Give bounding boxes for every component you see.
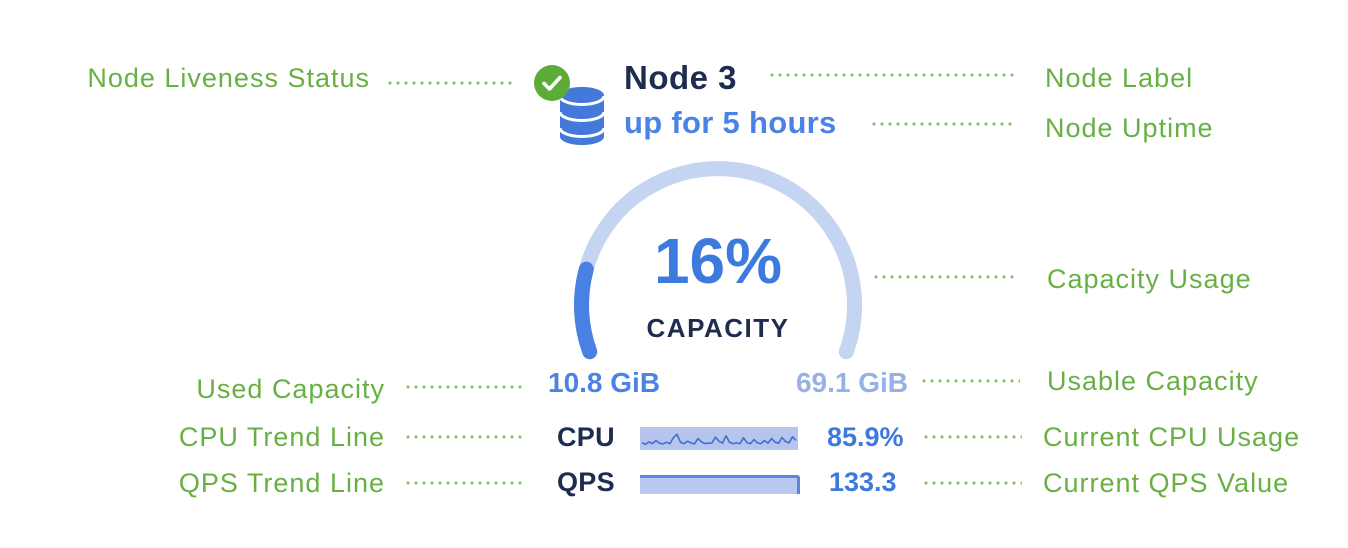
annotation-used-capacity: Used Capacity bbox=[196, 374, 385, 404]
capacity-gauge bbox=[574, 161, 862, 360]
annotation-cpu-trend-line: CPU Trend Line bbox=[178, 422, 385, 452]
capacity-usage-percent: 16% bbox=[653, 225, 783, 297]
leader-cpu-trend-line bbox=[404, 435, 522, 439]
annotation-current-cpu-usage: Current CPU Usage bbox=[1043, 422, 1301, 452]
annotation-node-liveness-status: Node Liveness Status bbox=[87, 63, 370, 93]
current-cpu-usage-value: 85.9% bbox=[827, 422, 904, 452]
leader-usable-capacity bbox=[920, 379, 1020, 383]
current-qps-value: 133.3 bbox=[829, 467, 897, 497]
leader-node-liveness-status bbox=[386, 81, 514, 85]
annotation-node-uptime: Node Uptime bbox=[1045, 113, 1214, 143]
leader-used-capacity bbox=[404, 385, 522, 389]
check-circle-icon bbox=[534, 65, 570, 101]
leader-capacity-usage bbox=[872, 275, 1018, 279]
annotation-capacity-usage: Capacity Usage bbox=[1047, 264, 1252, 294]
database-icon bbox=[558, 87, 606, 145]
annotation-usable-capacity: Usable Capacity bbox=[1047, 366, 1259, 396]
node-label: Node 3 bbox=[624, 59, 738, 96]
leader-current-qps-value bbox=[922, 481, 1022, 485]
annotation-current-qps-value: Current QPS Value bbox=[1043, 468, 1290, 498]
annotation-node-label: Node Label bbox=[1045, 63, 1194, 93]
leader-node-label bbox=[768, 73, 1016, 77]
cpu-trend-sparkline bbox=[640, 427, 798, 450]
qps-trend-bar bbox=[640, 475, 800, 494]
node-icon-cluster bbox=[533, 64, 613, 150]
leader-node-uptime bbox=[870, 122, 1016, 126]
capacity-caption: CAPACITY bbox=[646, 313, 790, 343]
leader-current-cpu-usage bbox=[922, 435, 1022, 439]
usable-capacity-value: 69.1 GiB bbox=[795, 367, 908, 398]
node-uptime: up for 5 hours bbox=[624, 105, 837, 140]
cpu-label: CPU bbox=[557, 422, 615, 452]
used-capacity-value: 10.8 GiB bbox=[548, 367, 661, 398]
qps-label: QPS bbox=[557, 467, 615, 497]
leader-qps-trend-line bbox=[404, 481, 522, 485]
annotation-qps-trend-line: QPS Trend Line bbox=[178, 468, 385, 498]
